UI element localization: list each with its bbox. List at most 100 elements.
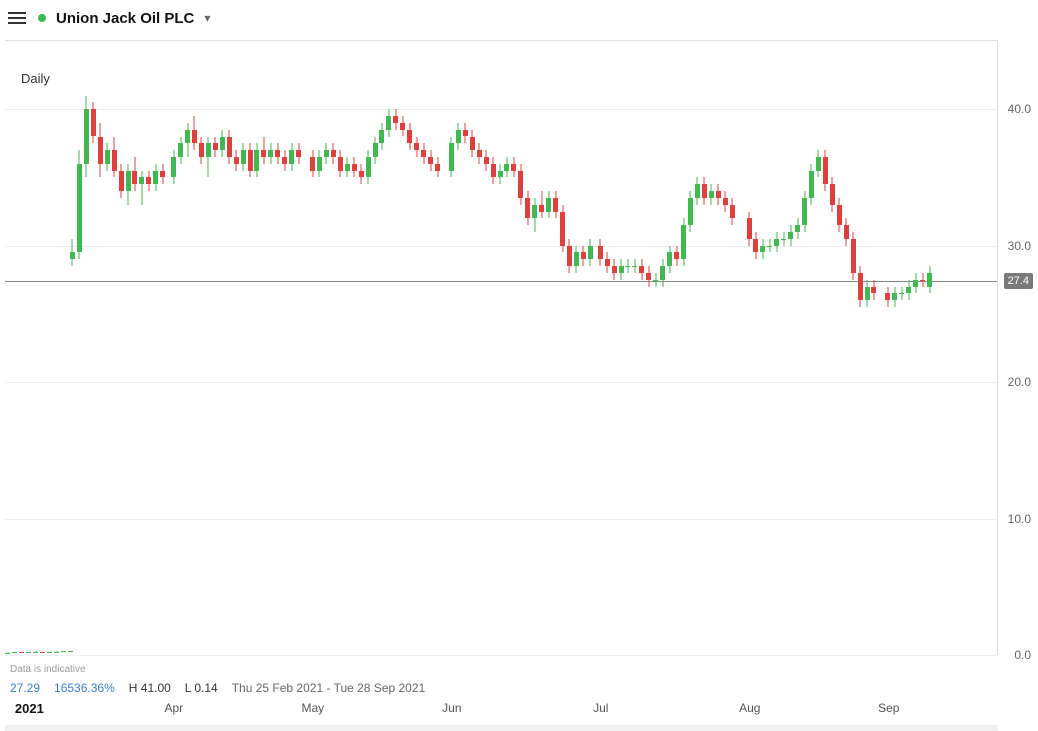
candle <box>112 137 117 178</box>
candle <box>598 239 603 266</box>
candle <box>491 157 496 184</box>
candle <box>830 177 835 211</box>
candle <box>723 191 728 211</box>
candle <box>70 239 75 266</box>
x-axis: 2021AprMayJunJulAugSep <box>5 701 998 721</box>
candle <box>435 157 440 177</box>
candle <box>33 651 38 652</box>
candle <box>40 652 45 653</box>
candle <box>254 143 259 177</box>
candle <box>612 259 617 279</box>
candle <box>310 150 315 177</box>
candle <box>289 143 294 170</box>
current-price-line <box>5 281 997 282</box>
candle <box>146 171 151 191</box>
candle <box>632 259 637 273</box>
info-price: 27.29 <box>10 681 40 695</box>
candle <box>261 137 266 164</box>
candle <box>77 150 82 259</box>
candle <box>47 652 52 653</box>
candle <box>639 259 644 279</box>
candle <box>605 252 610 272</box>
candle <box>213 137 218 157</box>
candle <box>504 157 509 177</box>
candle <box>844 218 849 245</box>
ytick-label: 20.0 <box>1008 375 1031 389</box>
chart-area[interactable]: Daily 0.010.020.030.040.027.4 <box>5 40 998 655</box>
candle <box>567 239 572 273</box>
menu-icon[interactable] <box>8 8 28 28</box>
xtick-label: Jun <box>442 701 461 715</box>
candle <box>518 164 523 205</box>
candle <box>619 259 624 279</box>
candle <box>352 157 357 177</box>
candle <box>753 232 758 259</box>
candle <box>788 225 793 245</box>
candle <box>525 191 530 225</box>
xtick-year: 2021 <box>15 701 44 716</box>
candle <box>716 184 721 204</box>
info-bar: 27.29 16536.36% H 41.00 L 0.14 Thu 25 Fe… <box>10 681 425 695</box>
candle <box>160 164 165 184</box>
candle <box>428 150 433 170</box>
candle <box>386 109 391 136</box>
xtick-label: Jul <box>593 701 608 715</box>
disclaimer-text: Data is indicative <box>10 664 86 675</box>
candle <box>407 123 412 150</box>
candle <box>199 137 204 164</box>
instrument-title[interactable]: Union Jack Oil PLC <box>56 10 194 27</box>
candle <box>456 123 461 150</box>
candle <box>393 109 398 129</box>
candle <box>268 143 273 163</box>
gridline <box>5 246 997 247</box>
candle <box>695 177 700 204</box>
candle <box>282 150 287 170</box>
candle <box>625 259 630 273</box>
header-bar: Union Jack Oil PLC ▾ <box>0 0 1038 36</box>
candle <box>747 212 752 246</box>
chevron-down-icon[interactable]: ▾ <box>204 11 210 25</box>
candle <box>674 246 679 266</box>
candle <box>920 273 925 287</box>
candle <box>498 164 503 184</box>
candle <box>331 143 336 163</box>
candle <box>899 287 904 301</box>
candle <box>823 150 828 191</box>
candle <box>379 123 384 150</box>
info-pct: 16536.36% <box>54 681 115 695</box>
xtick-label: May <box>301 701 324 715</box>
candle <box>449 137 454 178</box>
candle <box>667 246 672 273</box>
candle <box>220 130 225 157</box>
candle <box>539 191 544 218</box>
current-price-badge: 27.4 <box>1004 273 1033 289</box>
candle <box>484 150 489 170</box>
candle <box>871 280 876 300</box>
candle <box>851 232 856 280</box>
candle <box>660 259 665 286</box>
candle <box>681 218 686 266</box>
candle <box>54 651 59 652</box>
candle <box>248 143 253 177</box>
candle <box>774 232 779 252</box>
candle <box>709 184 714 204</box>
candle <box>26 652 31 653</box>
candle <box>532 198 537 232</box>
candle <box>421 143 426 163</box>
candle <box>185 123 190 157</box>
info-high: H 41.00 <box>129 681 171 695</box>
candle <box>296 143 301 163</box>
candle <box>781 232 786 246</box>
candle <box>206 137 211 178</box>
candle <box>373 137 378 164</box>
gridline <box>5 655 997 656</box>
scroll-track[interactable] <box>5 725 998 731</box>
candle <box>470 130 475 157</box>
candle <box>12 652 17 653</box>
candle <box>511 157 516 177</box>
candle <box>477 143 482 163</box>
candle <box>98 123 103 178</box>
candle <box>338 150 343 177</box>
candle <box>19 652 24 653</box>
candle <box>132 157 137 191</box>
